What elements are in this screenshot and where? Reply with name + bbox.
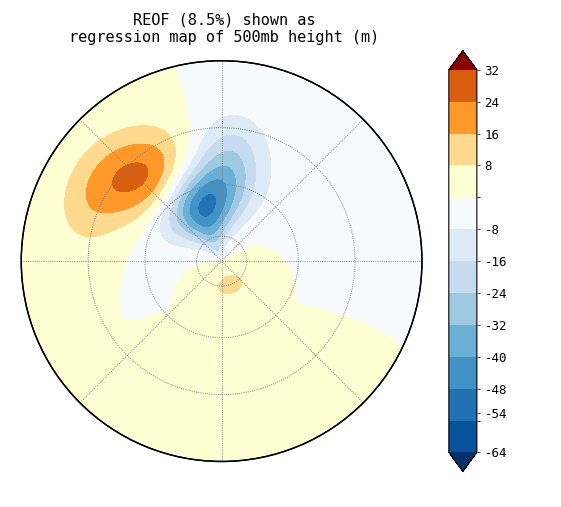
Point [217, 257, 226, 265]
Point [217, 257, 226, 265]
Point [217, 257, 226, 265]
Point [217, 257, 226, 265]
Point [217, 257, 226, 265]
Point [217, 257, 226, 265]
Point [217, 257, 226, 265]
Point [217, 257, 226, 265]
Point [217, 257, 226, 265]
Point [217, 257, 226, 265]
Point [217, 257, 226, 265]
Point [217, 257, 226, 265]
Point [217, 257, 226, 265]
Point [217, 257, 226, 265]
Point [217, 257, 226, 265]
Point [217, 257, 226, 265]
PathPatch shape [449, 51, 477, 70]
Point [217, 257, 226, 265]
Circle shape [21, 61, 422, 461]
Point [217, 257, 226, 265]
Point [217, 257, 226, 265]
Text: REOF (8.5%) shown as
regression map of 500mb height (m): REOF (8.5%) shown as regression map of 5… [69, 13, 380, 45]
Point [217, 257, 226, 265]
Point [217, 257, 226, 265]
Point [217, 257, 226, 265]
Point [217, 257, 226, 265]
Point [217, 257, 226, 265]
Circle shape [21, 61, 422, 461]
Point [217, 257, 226, 265]
Point [217, 257, 226, 265]
PathPatch shape [449, 452, 477, 472]
Point [217, 257, 226, 265]
Point [217, 257, 226, 265]
